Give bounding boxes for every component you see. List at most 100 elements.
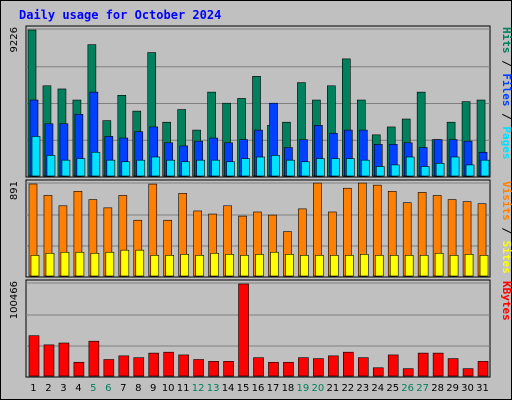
bar-pages-day-17 [271, 155, 280, 177]
bar-kbytes-day-30 [462, 368, 474, 377]
panel-3-legend: KBytes [500, 281, 512, 321]
bar-sites-day-19 [300, 255, 309, 277]
bar-sites-day-8 [135, 249, 145, 277]
bar-pages-day-6 [106, 159, 116, 177]
bar-kbytes-day-13 [208, 361, 219, 377]
bar-pages-day-8 [136, 159, 146, 177]
bar-kbytes-day-23 [357, 357, 369, 377]
bar-sites-day-30 [464, 254, 474, 277]
day-label-19: 19 [297, 383, 310, 394]
bar-kbytes-day-9 [148, 352, 160, 377]
legend-files: Files [500, 73, 512, 106]
bar-kbytes-day-1 [28, 335, 40, 377]
bar-sites-day-1 [30, 255, 40, 277]
bar-sites-day-3 [60, 251, 70, 277]
bar-kbytes-day-24 [372, 367, 384, 377]
bar-pages-day-2 [46, 155, 56, 177]
bar-sites-day-14 [225, 254, 234, 277]
bar-pages-day-1 [31, 136, 41, 177]
bar-kbytes-day-15 [238, 283, 249, 377]
bar-kbytes-day-31 [477, 361, 489, 377]
bar-sites-day-22 [345, 255, 354, 277]
bar-kbytes-day-6 [103, 359, 115, 377]
bar-kbytes-day-4 [73, 361, 85, 377]
bar-pages-day-16 [256, 156, 265, 177]
bar-pages-day-19 [301, 161, 310, 177]
bar-sites-day-28 [434, 252, 444, 277]
panel-1-legend: Hits / Files / Pages [500, 27, 512, 160]
day-label-31: 31 [476, 383, 489, 394]
bar-sites-day-29 [449, 255, 459, 277]
bar-sites-day-6 [105, 251, 115, 277]
bar-pages-day-31 [480, 159, 490, 177]
day-label-17: 17 [267, 383, 280, 394]
day-label-16: 16 [252, 383, 265, 394]
bar-pages-day-25 [390, 164, 400, 177]
bar-kbytes-day-27 [417, 352, 429, 377]
day-label-11: 11 [177, 383, 190, 394]
bar-pages-day-21 [331, 158, 340, 177]
day-label-21: 21 [326, 383, 339, 394]
day-label-14: 14 [222, 383, 235, 394]
bar-kbytes-day-25 [387, 354, 399, 377]
panel-3-ymax-label: 100466 [9, 281, 20, 319]
bar-kbytes-day-16 [253, 357, 264, 377]
day-label-13: 13 [207, 383, 220, 394]
day-label-27: 27 [416, 383, 429, 394]
day-label-15: 15 [237, 383, 250, 394]
bar-sites-day-20 [315, 255, 324, 277]
bar-kbytes-day-21 [328, 355, 339, 377]
bar-pages-day-12 [196, 159, 205, 177]
bar-sites-day-15 [240, 255, 249, 277]
bar-kbytes-day-20 [313, 358, 324, 377]
bar-pages-day-26 [405, 156, 415, 177]
day-label-24: 24 [371, 383, 384, 394]
bar-kbytes-day-8 [133, 357, 145, 377]
bar-pages-day-5 [91, 151, 101, 177]
bar-sites-day-5 [90, 252, 100, 277]
bar-pages-day-28 [435, 163, 445, 177]
bar-pages-day-3 [61, 159, 71, 177]
legend-separator: / [500, 107, 512, 127]
day-label-8: 8 [135, 383, 141, 394]
day-label-25: 25 [386, 383, 399, 394]
day-label-26: 26 [401, 383, 414, 394]
day-label-23: 23 [356, 383, 369, 394]
day-label-22: 22 [341, 383, 354, 394]
bar-sites-day-4 [75, 251, 85, 277]
bar-sites-day-12 [195, 255, 204, 277]
bar-pages-day-11 [181, 161, 190, 177]
day-label-9: 9 [150, 383, 156, 394]
bar-sites-day-11 [180, 254, 189, 277]
legend-sites: Sites [500, 241, 512, 274]
bar-kbytes-day-28 [432, 352, 444, 377]
bar-pages-day-7 [121, 161, 131, 177]
bar-kbytes-day-22 [343, 351, 354, 377]
day-label-20: 20 [312, 383, 325, 394]
day-label-2: 2 [45, 383, 51, 394]
bar-sites-day-31 [479, 255, 489, 277]
day-label-5: 5 [90, 383, 96, 394]
bar-kbytes-day-12 [193, 359, 204, 377]
bar-sites-day-7 [120, 249, 130, 277]
bar-sites-day-13 [210, 252, 219, 277]
bar-sites-day-18 [285, 254, 294, 277]
bar-pages-day-4 [76, 158, 86, 177]
bar-kbytes-day-3 [58, 342, 70, 377]
bar-sites-day-26 [404, 255, 414, 277]
chart-title: Daily usage for October 2024 [19, 8, 221, 22]
panel-1-ymax-label: 9226 [9, 27, 20, 52]
bar-pages-day-20 [316, 158, 325, 177]
legend-hits: Hits [500, 27, 512, 54]
legend-separator: / [500, 221, 512, 241]
day-label-28: 28 [431, 383, 444, 394]
bar-kbytes-day-18 [283, 361, 294, 377]
panel-2-legend: Visits / Sites [500, 181, 512, 274]
bar-sites-day-24 [374, 255, 384, 277]
bar-kbytes-day-26 [402, 368, 414, 377]
bar-sites-day-9 [150, 255, 160, 277]
bar-kbytes-day-5 [88, 340, 100, 377]
legend-pages: Pages [500, 126, 512, 159]
day-label-6: 6 [105, 383, 111, 394]
